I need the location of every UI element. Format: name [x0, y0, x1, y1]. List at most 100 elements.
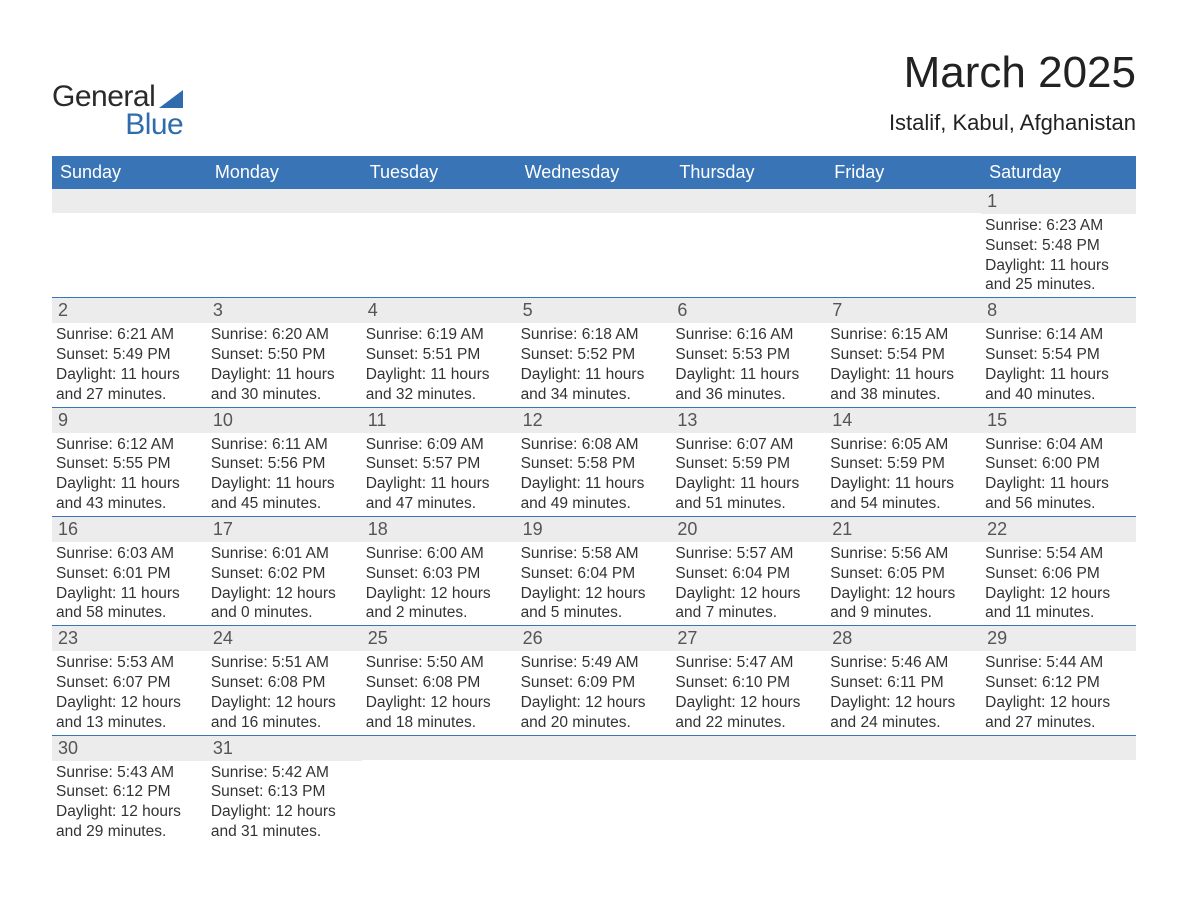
day-number: 17 [207, 517, 362, 542]
calendar-cell: 15Sunrise: 6:04 AMSunset: 6:00 PMDayligh… [981, 408, 1136, 516]
day-number: 4 [362, 298, 517, 323]
calendar-cell: 7Sunrise: 6:15 AMSunset: 5:54 PMDaylight… [826, 298, 981, 406]
day-daylight2: and 47 minutes. [366, 494, 513, 514]
day-daylight1: Daylight: 12 hours [211, 584, 358, 604]
day-daylight2: and 29 minutes. [56, 822, 203, 842]
day-sunset: Sunset: 6:12 PM [56, 782, 203, 802]
calendar-cell [207, 189, 362, 297]
day-sunset: Sunset: 5:53 PM [675, 345, 822, 365]
day-info: Sunrise: 6:07 AMSunset: 5:59 PMDaylight:… [671, 433, 826, 516]
day-daylight2: and 31 minutes. [211, 822, 358, 842]
calendar-cell [671, 736, 826, 844]
day-info [517, 213, 672, 217]
day-sunset: Sunset: 5:50 PM [211, 345, 358, 365]
day-daylight1: Daylight: 11 hours [211, 474, 358, 494]
header-right: March 2025 Istalif, Kabul, Afghanistan [889, 48, 1136, 136]
weekday-header-row: Sunday Monday Tuesday Wednesday Thursday… [52, 156, 1136, 189]
day-sunrise: Sunrise: 6:21 AM [56, 325, 203, 345]
day-daylight2: and 0 minutes. [211, 603, 358, 623]
day-sunset: Sunset: 5:48 PM [985, 236, 1132, 256]
day-daylight1: Daylight: 12 hours [211, 802, 358, 822]
day-daylight1: Daylight: 11 hours [56, 365, 203, 385]
day-info: Sunrise: 5:56 AMSunset: 6:05 PMDaylight:… [826, 542, 981, 625]
weekday-thursday: Thursday [671, 156, 826, 189]
day-sunset: Sunset: 5:59 PM [675, 454, 822, 474]
weeks-container: 1Sunrise: 6:23 AMSunset: 5:48 PMDaylight… [52, 189, 1136, 844]
calendar-cell: 12Sunrise: 6:08 AMSunset: 5:58 PMDayligh… [517, 408, 672, 516]
day-number: 8 [981, 298, 1136, 323]
logo-text-blue: Blue [125, 108, 183, 142]
day-daylight1: Daylight: 11 hours [985, 256, 1132, 276]
day-sunrise: Sunrise: 5:51 AM [211, 653, 358, 673]
day-sunrise: Sunrise: 5:56 AM [830, 544, 977, 564]
day-info [981, 760, 1136, 764]
day-info [362, 760, 517, 764]
day-info: Sunrise: 5:44 AMSunset: 6:12 PMDaylight:… [981, 651, 1136, 734]
calendar-cell: 25Sunrise: 5:50 AMSunset: 6:08 PMDayligh… [362, 626, 517, 734]
day-daylight1: Daylight: 11 hours [985, 474, 1132, 494]
day-daylight2: and 40 minutes. [985, 385, 1132, 405]
calendar-cell: 26Sunrise: 5:49 AMSunset: 6:09 PMDayligh… [517, 626, 672, 734]
day-sunrise: Sunrise: 6:15 AM [830, 325, 977, 345]
day-info: Sunrise: 6:05 AMSunset: 5:59 PMDaylight:… [826, 433, 981, 516]
day-daylight2: and 43 minutes. [56, 494, 203, 514]
day-daylight1: Daylight: 12 hours [675, 693, 822, 713]
day-sunset: Sunset: 5:54 PM [830, 345, 977, 365]
calendar-cell: 6Sunrise: 6:16 AMSunset: 5:53 PMDaylight… [671, 298, 826, 406]
day-sunset: Sunset: 6:11 PM [830, 673, 977, 693]
day-info [517, 760, 672, 764]
day-info: Sunrise: 6:21 AMSunset: 5:49 PMDaylight:… [52, 323, 207, 406]
day-sunrise: Sunrise: 6:09 AM [366, 435, 513, 455]
calendar-cell: 24Sunrise: 5:51 AMSunset: 6:08 PMDayligh… [207, 626, 362, 734]
week-row: 2Sunrise: 6:21 AMSunset: 5:49 PMDaylight… [52, 297, 1136, 406]
day-sunset: Sunset: 5:56 PM [211, 454, 358, 474]
day-sunset: Sunset: 6:04 PM [521, 564, 668, 584]
day-info: Sunrise: 5:49 AMSunset: 6:09 PMDaylight:… [517, 651, 672, 734]
day-info: Sunrise: 6:19 AMSunset: 5:51 PMDaylight:… [362, 323, 517, 406]
day-sunrise: Sunrise: 5:53 AM [56, 653, 203, 673]
calendar-cell: 3Sunrise: 6:20 AMSunset: 5:50 PMDaylight… [207, 298, 362, 406]
day-sunrise: Sunrise: 6:08 AM [521, 435, 668, 455]
day-number: 10 [207, 408, 362, 433]
week-row: 23Sunrise: 5:53 AMSunset: 6:07 PMDayligh… [52, 625, 1136, 734]
day-daylight2: and 2 minutes. [366, 603, 513, 623]
calendar-cell: 21Sunrise: 5:56 AMSunset: 6:05 PMDayligh… [826, 517, 981, 625]
day-number: 21 [826, 517, 981, 542]
day-number [52, 189, 207, 213]
day-sunset: Sunset: 5:51 PM [366, 345, 513, 365]
day-number: 1 [981, 189, 1136, 214]
day-number: 26 [517, 626, 672, 651]
day-daylight2: and 16 minutes. [211, 713, 358, 733]
day-number [362, 736, 517, 760]
day-info: Sunrise: 6:01 AMSunset: 6:02 PMDaylight:… [207, 542, 362, 625]
day-sunset: Sunset: 5:52 PM [521, 345, 668, 365]
day-number: 23 [52, 626, 207, 651]
day-number: 24 [207, 626, 362, 651]
day-info [826, 760, 981, 764]
day-number [981, 736, 1136, 760]
week-row: 1Sunrise: 6:23 AMSunset: 5:48 PMDaylight… [52, 189, 1136, 297]
day-sunrise: Sunrise: 5:49 AM [521, 653, 668, 673]
day-daylight2: and 34 minutes. [521, 385, 668, 405]
day-sunset: Sunset: 6:09 PM [521, 673, 668, 693]
day-sunrise: Sunrise: 5:54 AM [985, 544, 1132, 564]
day-number: 15 [981, 408, 1136, 433]
day-daylight2: and 20 minutes. [521, 713, 668, 733]
calendar-cell: 17Sunrise: 6:01 AMSunset: 6:02 PMDayligh… [207, 517, 362, 625]
day-sunset: Sunset: 5:59 PM [830, 454, 977, 474]
day-sunrise: Sunrise: 6:18 AM [521, 325, 668, 345]
day-sunset: Sunset: 5:58 PM [521, 454, 668, 474]
day-daylight2: and 45 minutes. [211, 494, 358, 514]
calendar-cell: 11Sunrise: 6:09 AMSunset: 5:57 PMDayligh… [362, 408, 517, 516]
day-info: Sunrise: 6:15 AMSunset: 5:54 PMDaylight:… [826, 323, 981, 406]
calendar-cell [981, 736, 1136, 844]
day-info: Sunrise: 5:53 AMSunset: 6:07 PMDaylight:… [52, 651, 207, 734]
logo: General Blue [52, 48, 183, 142]
calendar: Sunday Monday Tuesday Wednesday Thursday… [52, 156, 1136, 844]
day-number: 6 [671, 298, 826, 323]
day-sunrise: Sunrise: 6:03 AM [56, 544, 203, 564]
day-number [826, 736, 981, 760]
day-number: 13 [671, 408, 826, 433]
calendar-cell: 8Sunrise: 6:14 AMSunset: 5:54 PMDaylight… [981, 298, 1136, 406]
day-daylight1: Daylight: 11 hours [366, 474, 513, 494]
